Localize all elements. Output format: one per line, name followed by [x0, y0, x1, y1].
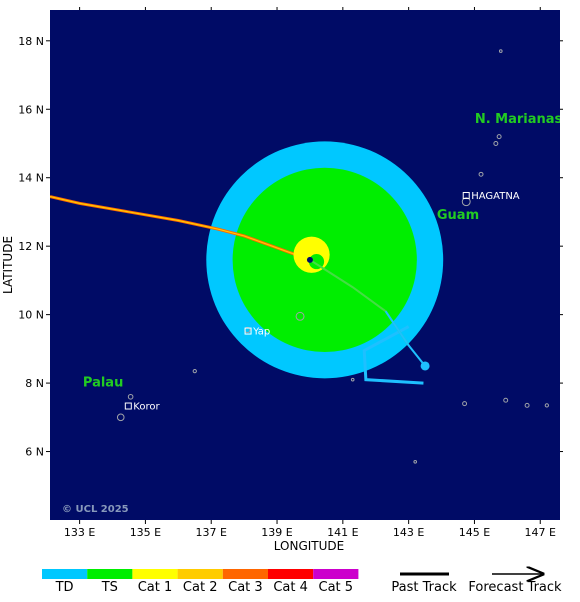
- x-tick-label: 147 E: [525, 526, 556, 539]
- y-tick-label: 10 N: [18, 309, 44, 322]
- cities: HAGATNA Yap Koror: [124, 191, 520, 413]
- region-labels: N. Marianas Is Guam Palau: [83, 112, 580, 391]
- y-axis-title: LATITUDE: [1, 236, 15, 294]
- city-marker-icon: [244, 327, 252, 335]
- island: [493, 141, 499, 146]
- y-tick-label: 18 N: [18, 35, 44, 48]
- islands: [116, 49, 549, 464]
- island: [413, 459, 418, 464]
- city-label: HAGATNA: [471, 191, 520, 202]
- city-marker-icon: [124, 402, 132, 410]
- forecast-track-legend-label: Forecast Track: [468, 580, 562, 595]
- copyright: © UCL 2025: [62, 504, 129, 515]
- island: [496, 134, 502, 140]
- forecast-position-marker: [420, 361, 430, 371]
- island: [127, 393, 134, 400]
- island: [524, 402, 530, 408]
- past-track: [50, 195, 311, 261]
- y-tick-label: 16 N: [18, 103, 44, 116]
- island: [503, 397, 509, 403]
- y-axis: 18 N 16 N 14 N 12 N 10 N 8 N 6 N: [18, 35, 563, 459]
- island: [461, 197, 471, 207]
- island: [192, 368, 197, 374]
- legend-category-label: TS: [101, 580, 118, 595]
- forecast-cone: [362, 325, 424, 385]
- legend-swatch: [177, 569, 223, 579]
- legend-swatch: [313, 569, 359, 579]
- past-track-legend-label: Past Track: [391, 580, 457, 595]
- current-intensity-marker: [293, 236, 330, 273]
- legend-category-label: Cat 3: [228, 580, 263, 595]
- x-tick-label: 145 E: [459, 526, 490, 539]
- island: [116, 413, 125, 422]
- legend-category-label: Cat 4: [273, 580, 308, 595]
- x-tick-label: 143 E: [393, 526, 424, 539]
- y-tick-label: 8 N: [25, 377, 44, 390]
- island: [478, 171, 484, 177]
- region-label: Guam: [437, 208, 479, 223]
- legend-swatch: [42, 569, 88, 579]
- x-tick-label: 135 E: [130, 526, 161, 539]
- x-tick-label: 141 E: [327, 526, 358, 539]
- region-label: N. Marianas Is: [475, 112, 580, 127]
- legend: TD TS Cat 1 Cat 2 Cat 3 Cat 4 Cat 5 Past Track…: [42, 569, 562, 595]
- x-tick-label: 133 E: [64, 526, 95, 539]
- legend-swatch: [268, 569, 314, 579]
- x-tick-label: 139 E: [261, 526, 292, 539]
- region-label: Palau: [83, 376, 123, 391]
- x-tick-label: 137 E: [195, 526, 226, 539]
- y-tick-label: 14 N: [18, 172, 44, 185]
- city-label: Koror: [133, 402, 160, 413]
- legend-swatch: [87, 569, 133, 579]
- x-axis: 133 E 135 E 137 E 139 E 141 E 143 E 145 E 147 E: [64, 7, 556, 539]
- legend-swatch: [132, 569, 178, 579]
- island: [544, 403, 549, 408]
- island: [295, 311, 305, 321]
- y-tick-label: 6 N: [25, 446, 44, 459]
- x-axis-title: LONGITUDE: [274, 539, 344, 553]
- legend-category-label: TD: [55, 580, 74, 595]
- legend-category-label: Cat 1: [138, 580, 173, 595]
- island: [462, 401, 468, 407]
- island: [350, 377, 355, 382]
- forecast-track-extension: [384, 310, 426, 367]
- legend-swatch: [222, 569, 268, 579]
- storm-center-icon: [306, 256, 313, 263]
- city-marker-icon: [462, 192, 470, 200]
- legend-category-label: Cat 2: [183, 580, 218, 595]
- y-tick-label: 12 N: [18, 240, 44, 253]
- island: [498, 49, 503, 53]
- city-label: Yap: [252, 327, 270, 338]
- legend-category-label: Cat 5: [319, 580, 354, 595]
